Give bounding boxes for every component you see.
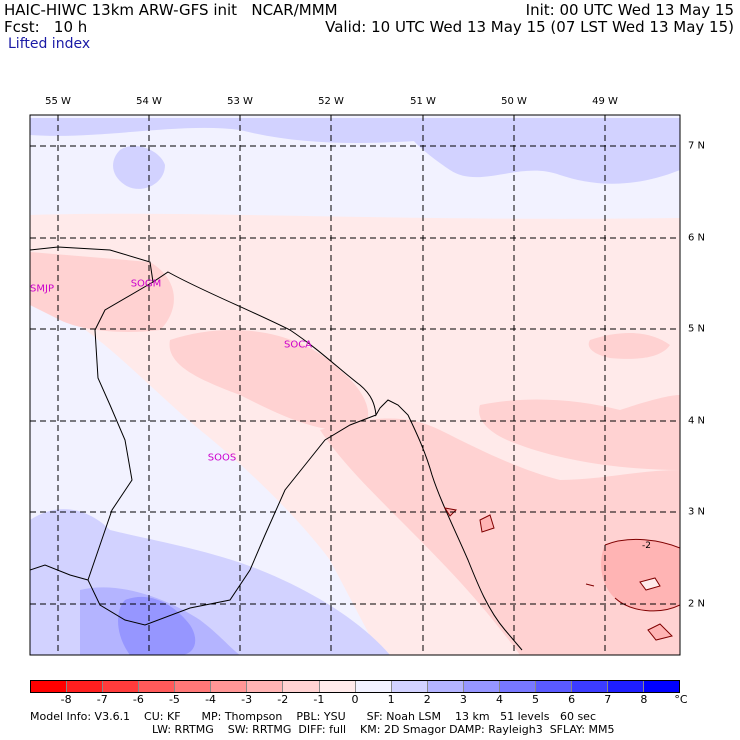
colorbar-swatch	[570, 681, 607, 692]
lon-label-51w: 51 W	[410, 96, 436, 107]
colorbar-tick-label: 3	[459, 693, 467, 706]
colorbar-tick-label: 8	[640, 693, 648, 706]
colorbar-swatch	[462, 681, 499, 692]
colorbar-swatch	[426, 681, 463, 692]
colorbar-swatch	[643, 681, 680, 692]
colorbar-swatch	[282, 681, 319, 692]
colorbar-swatch	[390, 681, 427, 692]
colorbar-swatch	[174, 681, 211, 692]
colorbar-tick-label: -8	[60, 693, 72, 706]
colorbar-tick-label: 7	[604, 693, 612, 706]
colorbar-swatch	[498, 681, 535, 692]
colorbar-swatch	[210, 681, 247, 692]
colorbar-tick-label: 5	[532, 693, 540, 706]
lon-label-55w: 55 W	[45, 96, 71, 107]
colorbar-swatch	[607, 681, 644, 692]
model-info-line2: LW: RRTMG SW: RRTMG DIFF: full KM: 2D Sm…	[152, 723, 615, 736]
colorbar-swatch	[66, 681, 103, 692]
init-time: Init: 00 UTC Wed 13 May 15	[525, 1, 734, 19]
colorbar-tick-label: -7	[96, 693, 108, 706]
colorbar-tick-label: -4	[205, 693, 217, 706]
colorbar-tick-label: 1	[387, 693, 395, 706]
colorbar-swatch	[354, 681, 391, 692]
colorbar-tick-label: -1	[313, 693, 325, 706]
lat-label-6n: 6 N	[688, 232, 706, 244]
lon-label-52w: 52 W	[318, 96, 344, 107]
colorbar-swatch	[534, 681, 571, 692]
lon-label-50w: 50 W	[501, 96, 527, 107]
valid-time: Valid: 10 UTC Wed 13 May 15 (07 LST Wed …	[325, 18, 734, 36]
model-title: HAIC-HIWC 13km ARW-GFS init NCAR/MMM	[4, 1, 338, 19]
colorbar-tick-label: 4	[495, 693, 503, 706]
station-sogm: SOGM	[130, 278, 162, 290]
lon-label-53w: 53 W	[227, 96, 253, 107]
colorbar-tick-label: -2	[277, 693, 289, 706]
lat-label-5n: 5 N	[688, 323, 706, 335]
lat-label-4n: 4 N	[688, 415, 706, 427]
station-soca: SOCA	[283, 339, 313, 351]
lon-label-54w: 54 W	[136, 96, 162, 107]
station-soos: SOOS	[207, 452, 237, 464]
colorbar-swatch	[31, 681, 67, 692]
lon-label-49w: 49 W	[592, 96, 618, 107]
colorbar-swatch	[102, 681, 139, 692]
colorbar-unit: °C	[674, 693, 688, 706]
colorbar-tick-label: 6	[568, 693, 576, 706]
colorbar-swatch	[246, 681, 283, 692]
forecast-hour: Fcst: 10 h	[4, 18, 88, 36]
contour-label: -2	[642, 541, 651, 551]
colorbar-swatch	[318, 681, 355, 692]
colorbar-tick-label: -3	[241, 693, 253, 706]
field-name: Lifted index	[8, 36, 91, 52]
colorbar-tick-label: -5	[168, 693, 180, 706]
lat-label-7n: 7 N	[688, 140, 706, 152]
lat-label-3n: 3 N	[688, 506, 706, 518]
lat-label-2n: 2 N	[688, 598, 706, 610]
station-smjp: SMJP	[30, 283, 54, 295]
colorbar-tick-label: 0	[351, 693, 359, 706]
colorbar	[30, 680, 680, 693]
model-info-line1: Model Info: V3.6.1 CU: KF MP: Thompson P…	[30, 710, 597, 723]
colorbar-tick-label: 2	[423, 693, 431, 706]
colorbar-swatch	[138, 681, 175, 692]
colorbar-tick-label: -6	[132, 693, 144, 706]
